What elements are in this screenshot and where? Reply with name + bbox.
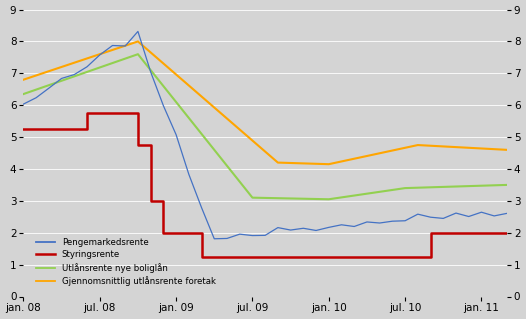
Legend: Pengemarkedsrente, Styringsrente, Utlånsrente nye boliglån, Gjennomsnittlig utlå: Pengemarkedsrente, Styringsrente, Utlåns…	[33, 234, 219, 289]
